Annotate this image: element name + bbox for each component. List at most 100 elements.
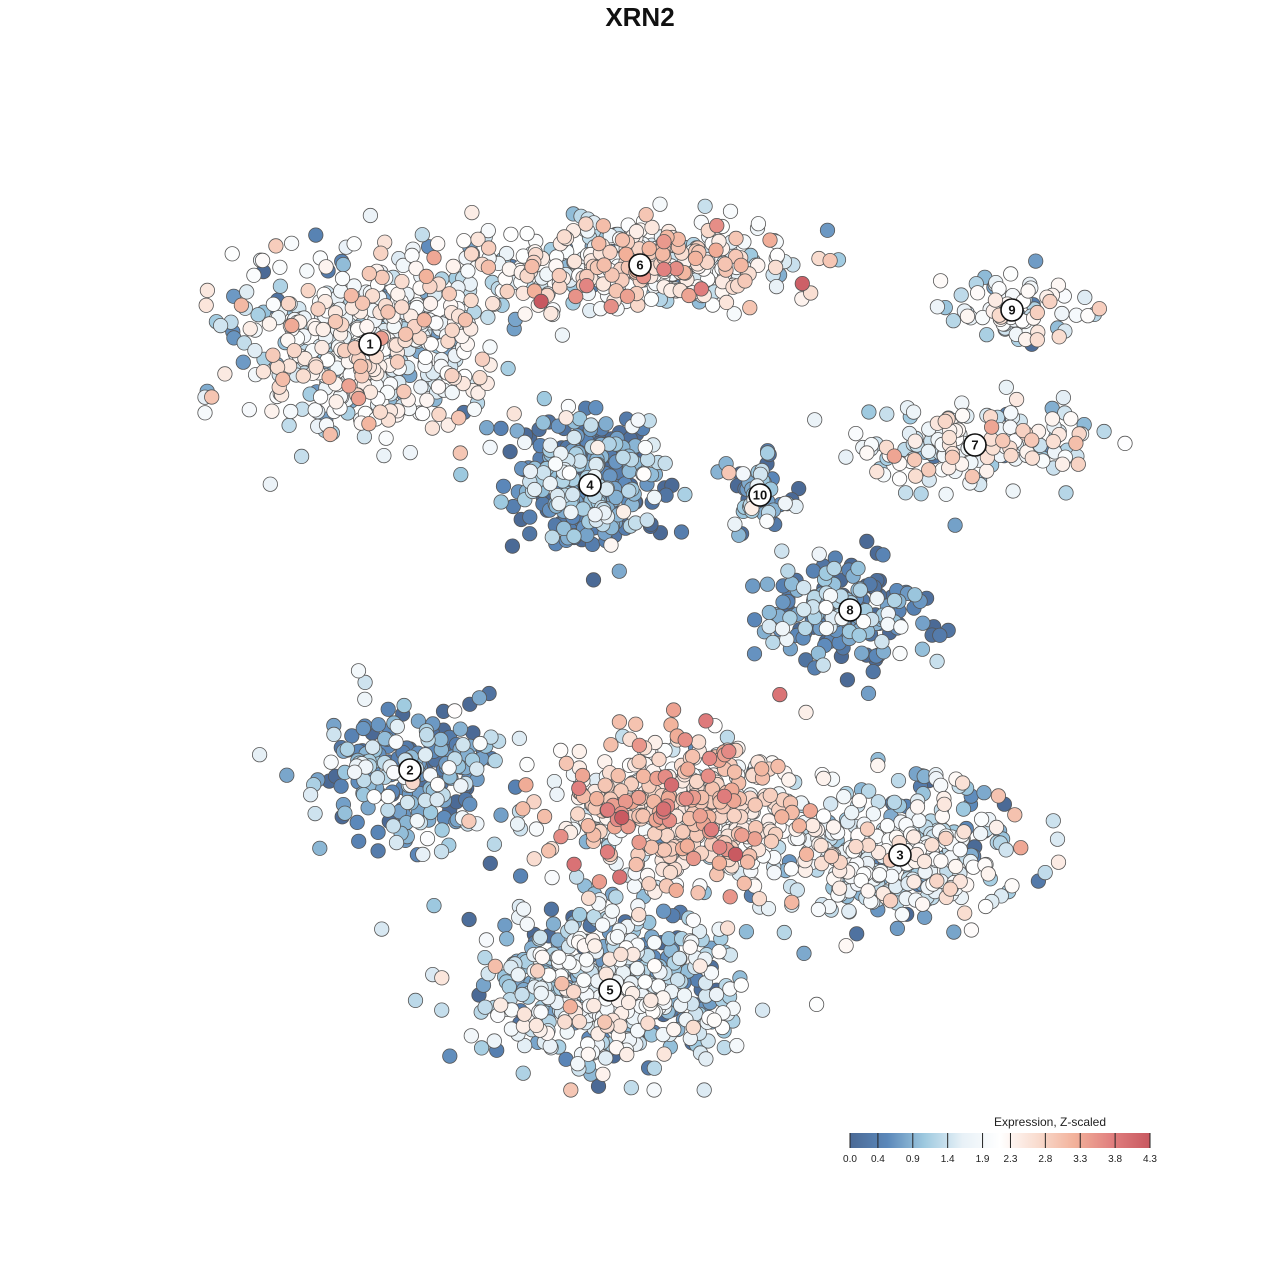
cluster-label-text: 10 bbox=[753, 488, 767, 503]
cell-point bbox=[1007, 807, 1023, 823]
cell-point bbox=[486, 1033, 502, 1049]
cell-point bbox=[356, 429, 372, 445]
cell-point bbox=[526, 794, 542, 810]
cell-point bbox=[390, 286, 406, 302]
cell-point bbox=[796, 602, 812, 618]
cell-point bbox=[416, 312, 432, 328]
cell-point bbox=[805, 817, 821, 834]
cell-point bbox=[408, 260, 424, 276]
cell-point bbox=[734, 827, 750, 843]
cell-point bbox=[979, 463, 995, 479]
cell-point bbox=[485, 295, 501, 312]
cell-point bbox=[444, 367, 460, 384]
cell-point bbox=[335, 256, 351, 273]
cell-point bbox=[905, 404, 922, 420]
legend-tick-label: 0.4 bbox=[871, 1154, 885, 1165]
cell-point bbox=[522, 463, 539, 479]
cell-point bbox=[532, 929, 548, 945]
cell-point bbox=[914, 641, 931, 657]
cell-point bbox=[722, 889, 738, 905]
cluster-label-badge bbox=[358, 332, 382, 356]
cell-point bbox=[1055, 389, 1072, 406]
cell-point bbox=[914, 896, 931, 912]
cell-point bbox=[933, 777, 949, 793]
cell-point bbox=[656, 234, 672, 250]
cell-point bbox=[841, 903, 857, 919]
cluster-label-text: 2 bbox=[406, 763, 413, 778]
cell-point bbox=[462, 796, 478, 812]
cell-point bbox=[946, 924, 962, 940]
cell-point bbox=[262, 476, 278, 492]
cell-point bbox=[478, 932, 494, 948]
cell-point bbox=[516, 1038, 533, 1054]
cell-point bbox=[533, 293, 549, 309]
cell-point bbox=[374, 269, 390, 285]
cell-point bbox=[746, 646, 763, 662]
cell-point bbox=[614, 232, 631, 248]
cell-point bbox=[343, 287, 359, 304]
cell-point bbox=[372, 404, 388, 420]
cell-point bbox=[597, 1014, 613, 1030]
legend-tick-label: 1.9 bbox=[976, 1154, 990, 1165]
cell-point bbox=[603, 298, 619, 315]
cell-point bbox=[636, 466, 652, 482]
cell-point bbox=[440, 417, 456, 433]
cell-point bbox=[1054, 305, 1070, 322]
cell-point bbox=[519, 756, 535, 773]
cell-point bbox=[894, 906, 910, 923]
cell-point bbox=[614, 809, 630, 826]
cell-point bbox=[700, 768, 716, 784]
cell-point bbox=[414, 227, 430, 243]
legend-colorbar bbox=[850, 1133, 1150, 1148]
cell-point bbox=[665, 702, 682, 718]
cell-point bbox=[497, 917, 513, 933]
cell-point bbox=[480, 223, 496, 239]
cell-point bbox=[729, 1038, 745, 1054]
cell-point bbox=[321, 369, 337, 385]
cell-point bbox=[419, 830, 436, 847]
cell-point bbox=[610, 767, 626, 784]
cell-point bbox=[380, 701, 396, 717]
cell-point bbox=[802, 803, 818, 819]
cell-point bbox=[759, 445, 776, 461]
cell-point bbox=[473, 1040, 490, 1056]
cell-point bbox=[865, 806, 882, 822]
legend-tick-label: 0.9 bbox=[906, 1154, 920, 1165]
cell-point bbox=[451, 410, 467, 426]
cell-point bbox=[603, 737, 619, 753]
cell-point bbox=[630, 412, 646, 428]
cell-point bbox=[250, 307, 266, 323]
cell-point bbox=[681, 287, 697, 304]
cell-point bbox=[353, 358, 369, 374]
cell-point bbox=[1020, 283, 1036, 299]
cell-point bbox=[781, 772, 797, 788]
cell-point bbox=[376, 447, 392, 464]
cell-point bbox=[553, 828, 569, 845]
cell-point bbox=[442, 1048, 458, 1064]
cell-point bbox=[754, 761, 770, 777]
cell-point bbox=[444, 384, 460, 401]
cell-point bbox=[407, 992, 424, 1009]
cell-point bbox=[477, 999, 493, 1015]
cell-point bbox=[782, 610, 798, 626]
cell-point bbox=[697, 198, 713, 214]
cell-point bbox=[283, 235, 300, 251]
cell-point bbox=[543, 305, 559, 322]
cell-point bbox=[514, 986, 530, 1003]
cell-point bbox=[333, 778, 349, 794]
cell-point bbox=[745, 578, 761, 594]
cell-point bbox=[915, 615, 931, 631]
cell-point bbox=[308, 227, 324, 243]
cell-point bbox=[300, 282, 316, 299]
cell-point bbox=[576, 972, 592, 988]
cell-point bbox=[938, 486, 954, 502]
cell-point bbox=[646, 1060, 663, 1076]
cell-point bbox=[850, 560, 866, 577]
cell-point bbox=[1117, 435, 1133, 451]
cell-point bbox=[588, 400, 604, 416]
cell-point bbox=[738, 924, 755, 940]
cell-point bbox=[762, 787, 778, 803]
cell-point bbox=[948, 858, 964, 875]
cell-point bbox=[374, 921, 390, 937]
